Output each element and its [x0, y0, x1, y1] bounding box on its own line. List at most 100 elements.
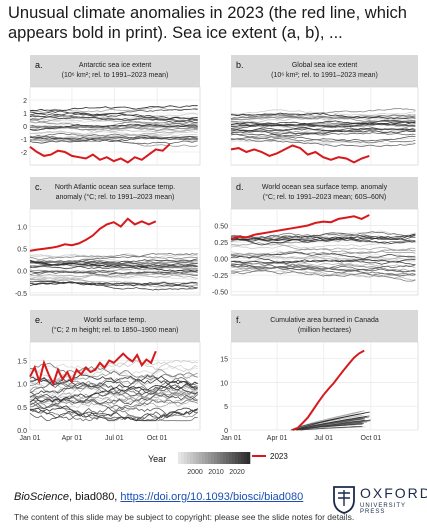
series-line-year	[29, 252, 198, 263]
series-line-year	[230, 126, 416, 133]
panel-title-line: Cumulative area burned in Canada	[270, 317, 379, 324]
panel-title-line: World ocean sea surface temp. anomaly	[262, 184, 388, 191]
series-line-year	[231, 263, 416, 273]
series-line-year	[29, 273, 198, 279]
series-line-year	[230, 230, 416, 243]
panel-title-line: Global sea ice extent	[292, 62, 357, 69]
series-line-year	[29, 402, 198, 422]
y-tick-label: 15	[220, 357, 228, 364]
panel-strip	[231, 310, 418, 342]
series-line-year	[230, 240, 416, 250]
y-tick-label: -0.5	[15, 291, 27, 298]
series-line-year	[29, 380, 198, 403]
y-tick-label: 0.0	[17, 269, 27, 276]
series-line-year	[230, 125, 416, 134]
legend-gradient-step	[211, 452, 215, 464]
series-line-year	[230, 238, 416, 246]
legend-2023-label: 2023	[270, 452, 288, 461]
legend-gradient-step	[223, 452, 227, 464]
y-tick-label: 0	[224, 428, 228, 435]
y-tick-label: 10	[220, 380, 228, 387]
panel-title-line: (°C; rel. to 1991–2023 mean; 60S–60N)	[263, 193, 386, 201]
series-line-year	[29, 112, 198, 120]
figure: a. Antarctic sea ice extent (10⁶ km²; rel.…	[15, 55, 419, 476]
legend-gradient-step	[181, 452, 185, 464]
series-line-year	[29, 269, 198, 275]
series-line-year	[230, 116, 416, 125]
legend-gradient-step	[205, 452, 209, 464]
series-line-year	[293, 423, 364, 431]
legend-year-tick: 2000	[187, 469, 203, 476]
panel-f: f. Cumulative area burned in Canada (milli…	[220, 310, 419, 442]
plot-area	[230, 208, 419, 296]
series-line-year	[230, 249, 416, 256]
series-line-year	[230, 258, 416, 264]
legend-gradient-step	[184, 452, 188, 464]
series-line-year	[297, 418, 364, 431]
legend-gradient-step	[238, 452, 242, 464]
series-line-year	[230, 254, 416, 265]
legend-gradient-step	[247, 452, 251, 464]
doi-link[interactable]: https://doi.org/10.1093/biosci/biad080	[120, 491, 304, 503]
y-tick-label: -2	[21, 150, 27, 157]
slide-title: Unusual climate anomalies in 2023 (the r…	[8, 4, 407, 42]
series-line-year	[29, 388, 198, 406]
series-line-year	[29, 130, 198, 137]
panel-tag: e.	[35, 315, 43, 325]
series-line-2023	[29, 217, 157, 252]
oxford-logo[interactable]: OXFORD UNIVERSITY PRESS	[330, 483, 427, 517]
series-line-year	[230, 120, 416, 127]
plot-area	[29, 341, 201, 431]
series-line-year	[29, 378, 198, 398]
legend-gradient-step	[220, 452, 224, 464]
x-tick-label: Jul 01	[314, 435, 333, 442]
series-line-year	[230, 234, 416, 242]
panel-strip	[30, 55, 200, 87]
panel-tag: a.	[35, 60, 43, 70]
series-line-2023	[292, 349, 365, 431]
series-line-year	[230, 130, 416, 135]
panel-e: e. World surface temp. (°C; 2 m height; re…	[17, 310, 201, 442]
series-line-year	[230, 260, 416, 269]
panel-c: c. North Atlantic ocean sea surface temp.…	[15, 177, 201, 298]
y-tick-label: -1	[21, 137, 27, 144]
logo-word: OXFORD	[360, 485, 427, 501]
series-line-year	[300, 419, 371, 431]
panel-strip	[231, 177, 418, 209]
series-line-year	[29, 135, 198, 144]
citation-text: , biad080,	[69, 491, 121, 503]
panel-title-line: (10⁶ km²; rel. to 1991–2023 mean)	[271, 72, 378, 79]
series-line-year	[230, 263, 416, 274]
panel-title-line: World surface temp.	[84, 317, 147, 324]
legend-gradient-step	[232, 452, 236, 464]
panel-title-line: North Atlantic ocean sea surface temp.	[55, 184, 175, 191]
series-line-year	[29, 280, 198, 289]
legend-gradient-step	[229, 452, 233, 464]
series-line-year	[29, 270, 198, 275]
journal-name: BioScience	[14, 491, 70, 503]
series-line-year	[29, 393, 198, 409]
x-tick-label: Apr 01	[267, 435, 288, 442]
series-line-year	[29, 405, 198, 422]
panel-tag: b.	[236, 60, 244, 70]
panel-strip	[30, 177, 200, 209]
series-line-year	[230, 112, 416, 120]
y-tick-label: 2	[23, 98, 27, 105]
panel-b: b. Global sea ice extent (10⁶ km²; rel. to…	[230, 55, 419, 166]
y-tick-label: 0.50	[214, 224, 228, 231]
series-line-year	[230, 132, 416, 139]
x-tick-label: Jul 01	[105, 435, 124, 442]
series-line-year	[230, 246, 416, 259]
series-line-year	[29, 281, 198, 291]
series-line-year	[29, 122, 198, 129]
series-line-2023	[230, 214, 370, 240]
panel-tag: f.	[236, 315, 241, 325]
oxford-crest-icon	[333, 486, 355, 514]
y-tick-label: -0.25	[212, 273, 228, 280]
series-line-year	[295, 411, 370, 431]
legend-gradient-step	[193, 452, 197, 464]
y-tick-label: 0.00	[214, 257, 228, 264]
series-line-year	[230, 119, 416, 128]
citation: BioScience, biad080, https://doi.org/10.…	[14, 491, 303, 503]
series-line-year	[230, 138, 416, 147]
